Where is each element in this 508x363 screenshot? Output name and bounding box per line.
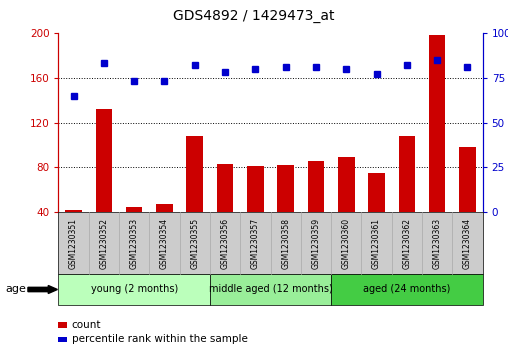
Bar <box>398 136 415 257</box>
Text: GSM1230356: GSM1230356 <box>220 218 230 269</box>
Text: GSM1230352: GSM1230352 <box>100 218 108 269</box>
Bar <box>186 136 203 257</box>
Text: GSM1230363: GSM1230363 <box>433 218 441 269</box>
Text: GDS4892 / 1429473_at: GDS4892 / 1429473_at <box>173 9 335 23</box>
Text: count: count <box>72 320 101 330</box>
Text: GSM1230355: GSM1230355 <box>190 218 199 269</box>
Text: GSM1230360: GSM1230360 <box>342 218 351 269</box>
Text: aged (24 months): aged (24 months) <box>363 285 451 294</box>
Text: GSM1230361: GSM1230361 <box>372 218 381 269</box>
Text: GSM1230364: GSM1230364 <box>463 218 472 269</box>
Text: GSM1230359: GSM1230359 <box>311 218 321 269</box>
Bar <box>156 204 173 257</box>
Text: GSM1230358: GSM1230358 <box>281 218 290 269</box>
Text: GSM1230354: GSM1230354 <box>160 218 169 269</box>
Bar <box>308 161 324 257</box>
Bar <box>368 173 385 257</box>
Bar <box>338 157 355 257</box>
Text: percentile rank within the sample: percentile rank within the sample <box>72 334 247 344</box>
Bar <box>96 109 112 257</box>
Bar <box>126 207 143 257</box>
Bar <box>65 210 82 257</box>
Text: GSM1230357: GSM1230357 <box>251 218 260 269</box>
Text: GSM1230351: GSM1230351 <box>69 218 78 269</box>
Bar <box>247 166 264 257</box>
Text: age: age <box>5 285 26 294</box>
Bar <box>217 164 233 257</box>
Bar <box>459 147 476 257</box>
Text: middle aged (12 months): middle aged (12 months) <box>209 285 332 294</box>
Bar <box>429 35 446 257</box>
Bar <box>277 165 294 257</box>
Text: GSM1230362: GSM1230362 <box>402 218 411 269</box>
Text: GSM1230353: GSM1230353 <box>130 218 139 269</box>
Text: young (2 months): young (2 months) <box>90 285 178 294</box>
